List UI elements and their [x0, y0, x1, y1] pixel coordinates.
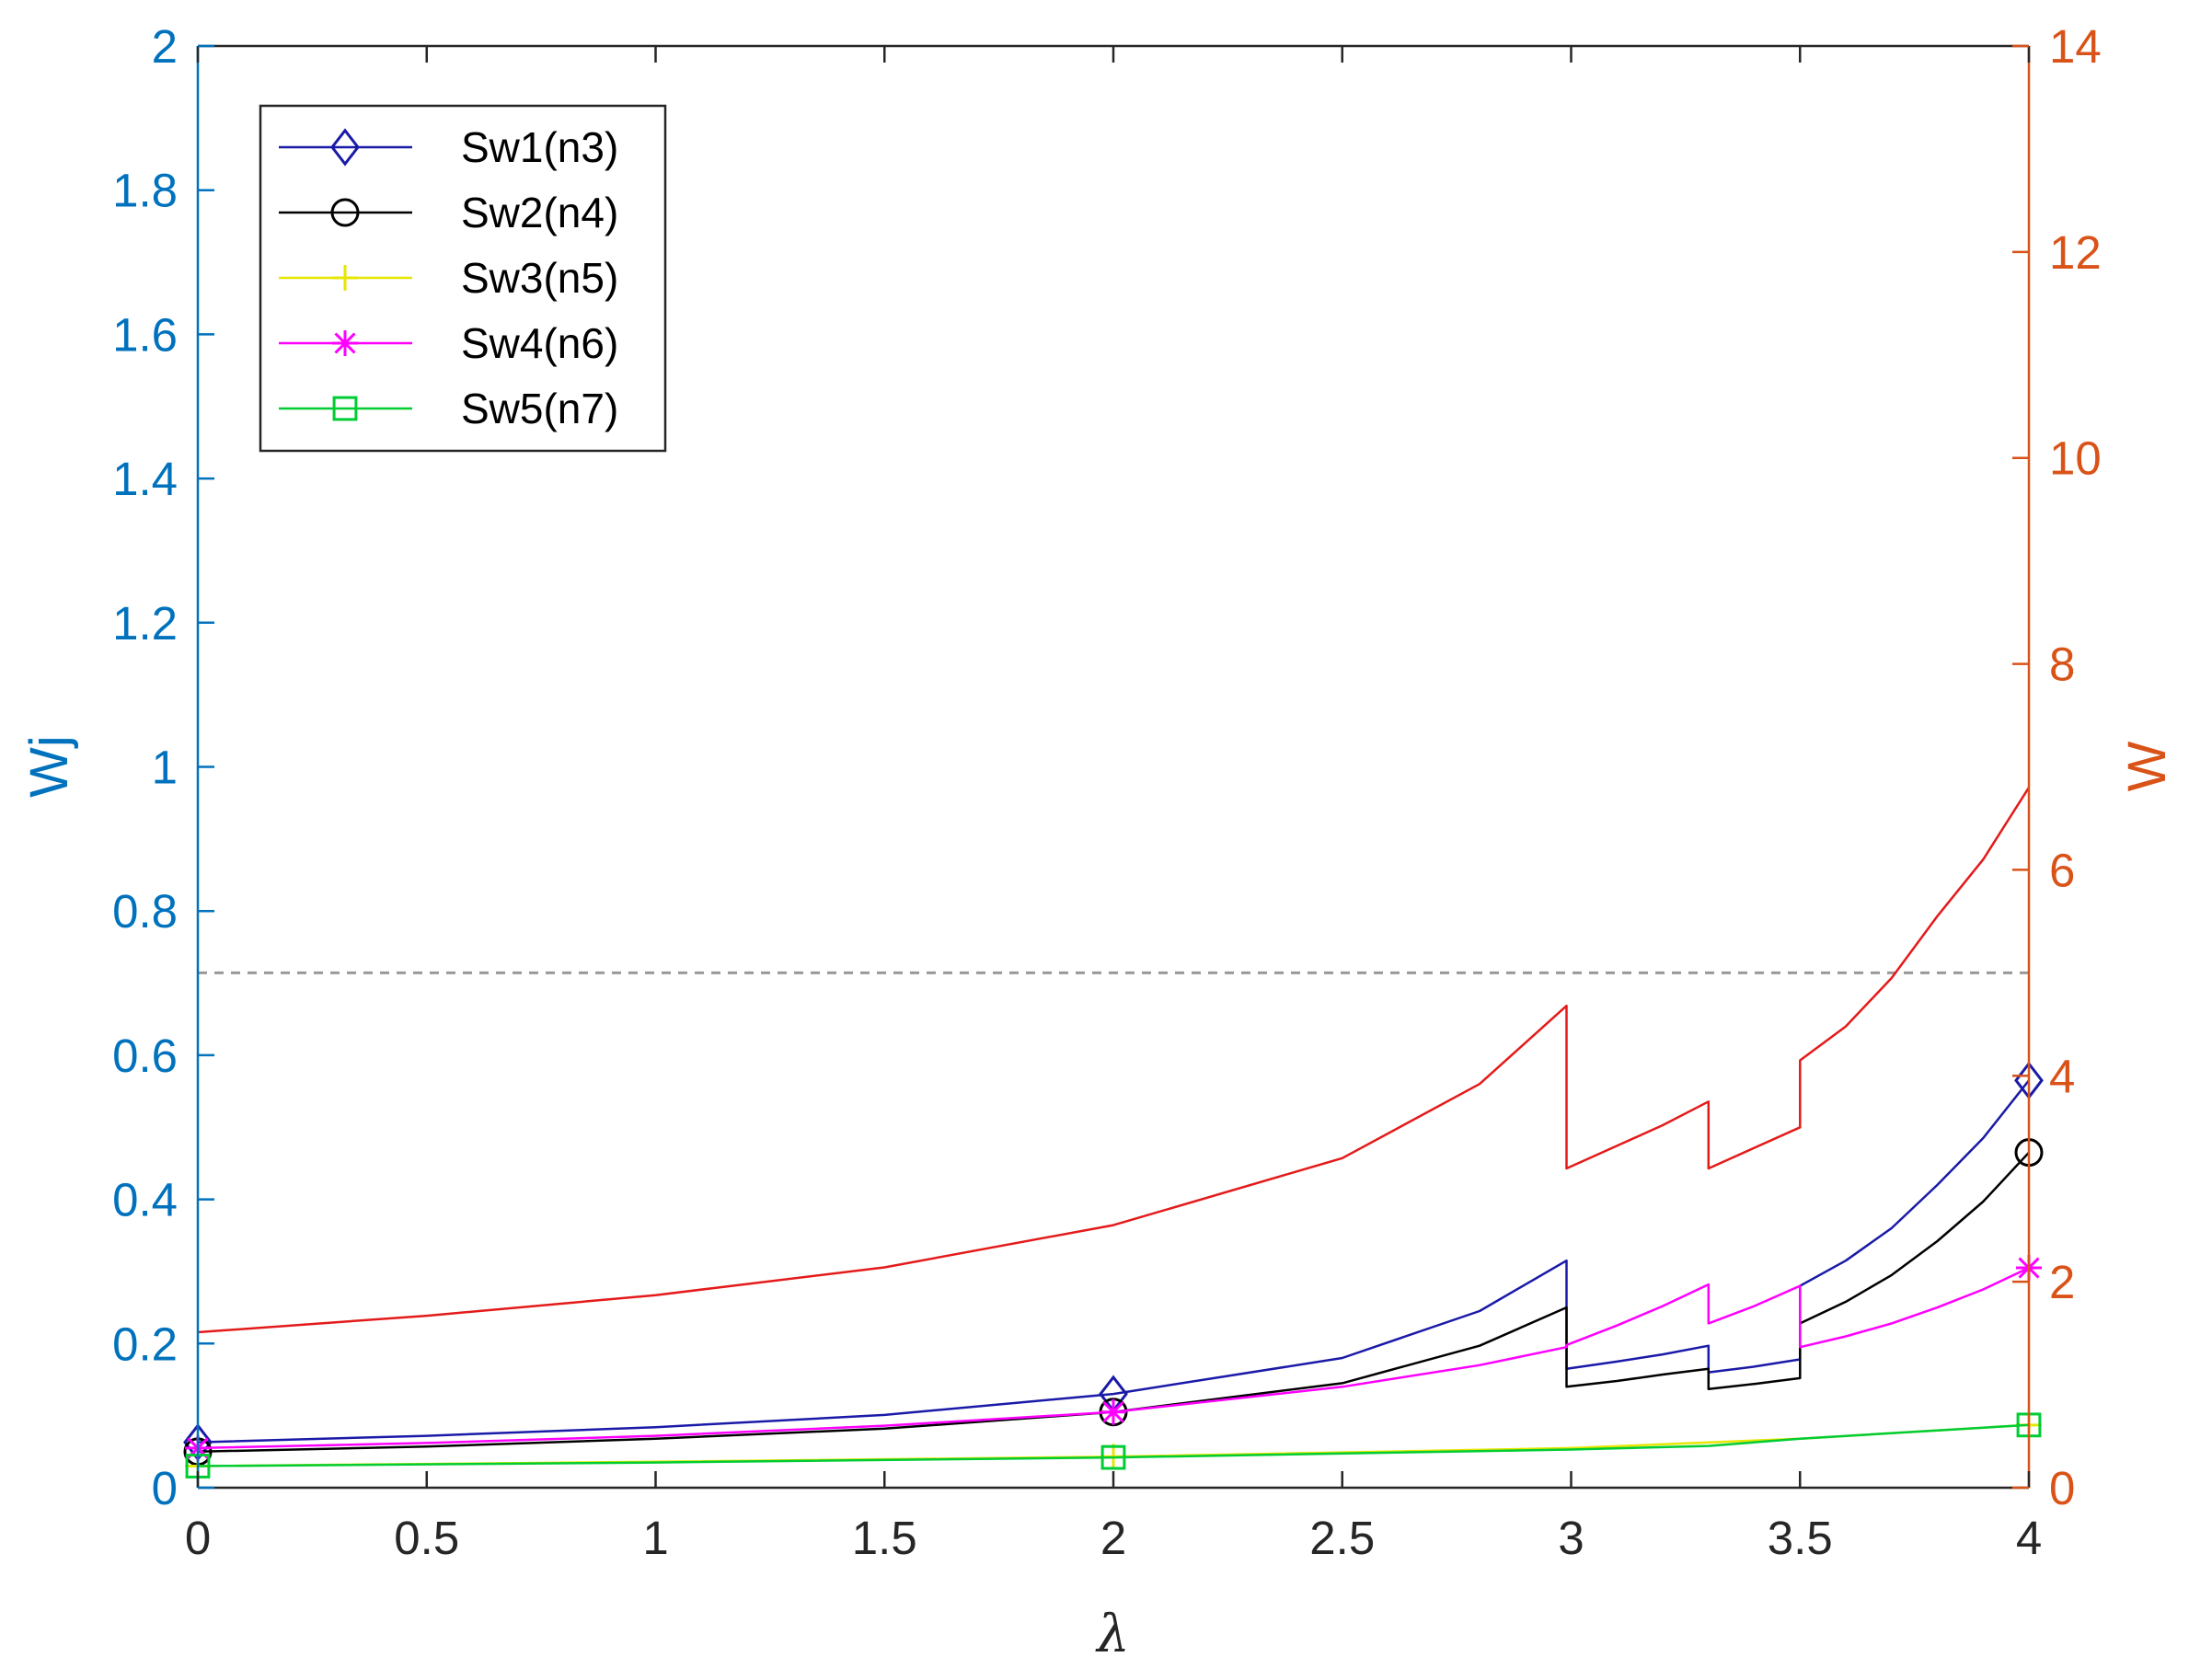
legend-label-3: Sw4(n6) — [461, 319, 618, 367]
y-left-tick-label-7: 1.4 — [112, 453, 178, 505]
legend-marker-1 — [330, 198, 360, 227]
x-tick-label-7: 3.5 — [1768, 1512, 1833, 1564]
y-right-tick-label-0: 0 — [2049, 1462, 2075, 1514]
y-left-tick-label-2: 0.4 — [112, 1174, 178, 1226]
y-right-tick-label-6: 12 — [2049, 226, 2102, 279]
legend-label-0: Sw1(n3) — [461, 123, 618, 171]
y-left-tick-label-4: 0.8 — [112, 885, 178, 938]
series-line-3 — [197, 1266, 2030, 1450]
legend-marker-2 — [332, 265, 358, 291]
x-tick-label-0: 0 — [185, 1512, 211, 1564]
x-tick-label-8: 4 — [2016, 1512, 2042, 1564]
series-line-0 — [197, 1079, 2030, 1444]
x-tick-label-5: 2.5 — [1309, 1512, 1375, 1564]
y-right-tick-label-5: 10 — [2049, 432, 2102, 485]
y-right-tick-label-1: 2 — [2049, 1256, 2075, 1308]
y-right-tick-label-4: 8 — [2049, 639, 2075, 691]
y-left-tick-label-0: 0 — [152, 1462, 178, 1514]
y-left-tick-label-3: 0.6 — [112, 1030, 178, 1082]
x-tick-label-6: 3 — [1558, 1512, 1584, 1564]
series-3-marker-1 — [1100, 1398, 1126, 1425]
legend-label-1: Sw2(n4) — [461, 189, 618, 236]
y-left-tick-label-1: 0.2 — [112, 1318, 178, 1370]
legend-marker-4 — [332, 396, 358, 421]
legend-label-4: Sw5(n7) — [461, 385, 618, 432]
series-line-4 — [197, 1423, 2030, 1467]
x-tick-label-1: 0.5 — [394, 1512, 459, 1564]
legend: Sw1(n3) Sw2(n4) Sw3(n5) Sw4(n6) Sw5(n7) — [259, 104, 667, 453]
y-axis-right-label: W — [2117, 741, 2177, 791]
legend-marker-3 — [332, 330, 358, 356]
y-left-tick-label-5: 1 — [152, 742, 178, 794]
legend-marker-0 — [330, 128, 360, 167]
y-left-tick-label-8: 1.6 — [112, 308, 178, 361]
x-tick-label-4: 2 — [1100, 1512, 1126, 1564]
x-tick-label-3: 1.5 — [852, 1512, 917, 1564]
y-right-tick-label-2: 4 — [2049, 1050, 2075, 1102]
x-axis-label: λ — [1095, 1605, 1130, 1664]
y-left-tick-label-10: 2 — [152, 20, 178, 73]
y-left-tick-label-9: 1.8 — [112, 165, 178, 217]
x-tick-label-2: 1 — [642, 1512, 668, 1564]
y-left-tick-label-6: 1.2 — [112, 597, 178, 650]
y-right-tick-label-7: 14 — [2049, 20, 2102, 73]
series-line-5 — [197, 787, 2031, 1334]
ticks-group: 0 0.5 1 1.5 2 2.5 3 3.5 400.20.40.60.811.21.41.6… — [112, 20, 2102, 1564]
series-4-marker-1 — [1100, 1444, 1126, 1470]
legend-label-2: Sw3(n5) — [461, 254, 618, 302]
y-axis-left-label: Wj — [19, 735, 79, 798]
series-line-1 — [197, 1151, 2030, 1454]
y-right-tick-label-3: 6 — [2049, 844, 2075, 896]
